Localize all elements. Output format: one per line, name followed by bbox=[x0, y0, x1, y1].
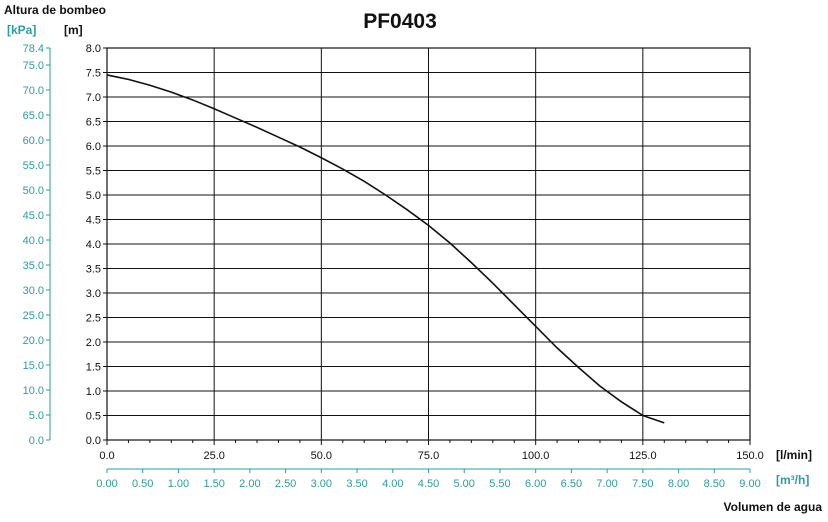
x-tick-label-m3h: 5.50 bbox=[489, 478, 510, 490]
y-tick-label-kpa: 35.0 bbox=[23, 260, 44, 272]
x-tick-label-m3h: 2.50 bbox=[275, 478, 296, 490]
x-axis-unit-lmin: [l/min] bbox=[776, 448, 812, 462]
y-tick-label-kpa: 65.0 bbox=[23, 110, 44, 122]
x-axis-ticks-m3h: 0.00 0.50 1.00 1.50 2.00 2.50 3.00 3.50 4.00 4.50… bbox=[96, 469, 761, 490]
series-line-pump-curve bbox=[106, 74, 665, 424]
x-tick-label-m3h: 3.00 bbox=[311, 478, 332, 490]
x-tick-label-m3h: 0.50 bbox=[132, 478, 153, 490]
y-tick-label-m: 1.0 bbox=[86, 386, 101, 398]
y-axis-unit-kpa: [kPa] bbox=[7, 23, 36, 37]
x-tick-label-m3h: 5.00 bbox=[454, 478, 475, 490]
y-tick-label-kpa: 25.0 bbox=[23, 310, 44, 322]
x-tick-label-m3h: 6.50 bbox=[561, 478, 582, 490]
y-axis-title: Altura de bombeo bbox=[4, 3, 106, 17]
x-tick-label-lmin: 0.0 bbox=[99, 450, 114, 462]
chart-axes bbox=[49, 47, 751, 470]
y-tick-label-kpa: 0.0 bbox=[29, 435, 44, 447]
y-tick-label-kpa: 75.0 bbox=[23, 60, 44, 72]
y-tick-label-kpa: 10.0 bbox=[23, 385, 44, 397]
y-tick-label-m: 1.5 bbox=[86, 362, 101, 374]
x-tick-label-m3h: 6.00 bbox=[525, 478, 546, 490]
y-tick-label-m: 6.0 bbox=[86, 141, 101, 153]
x-axis-unit-m3h: [m³/h] bbox=[776, 473, 809, 487]
x-tick-label-lmin: 125.0 bbox=[629, 450, 657, 462]
y-tick-label-kpa: 78.4 bbox=[23, 43, 44, 55]
x-tick-label-lmin: 50.0 bbox=[311, 450, 332, 462]
x-tick-label-m3h: 3.50 bbox=[346, 478, 367, 490]
y-tick-label-m: 2.5 bbox=[86, 313, 101, 325]
y-tick-label-kpa: 55.0 bbox=[23, 160, 44, 172]
chart-title: PF0403 bbox=[363, 10, 437, 33]
x-tick-label-lmin: 25.0 bbox=[203, 450, 224, 462]
y-tick-label-kpa: 5.0 bbox=[29, 410, 44, 422]
x-tick-label-m3h: 4.00 bbox=[382, 478, 403, 490]
x-tick-label-lmin: 100.0 bbox=[522, 450, 550, 462]
y-tick-label-kpa: 30.0 bbox=[23, 285, 44, 297]
x-tick-label-lmin: 150.0 bbox=[736, 450, 764, 462]
x-tick-label-m3h: 9.00 bbox=[739, 478, 760, 490]
y-tick-label-kpa: 20.0 bbox=[23, 335, 44, 347]
y-tick-label-m: 8.0 bbox=[86, 43, 101, 55]
y-tick-label-kpa: 50.0 bbox=[23, 185, 44, 197]
x-tick-label-m3h: 8.00 bbox=[668, 478, 689, 490]
x-tick-label-m3h: 1.50 bbox=[203, 478, 224, 490]
x-tick-label-m3h: 8.50 bbox=[704, 478, 725, 490]
x-tick-label-m3h: 1.00 bbox=[168, 478, 189, 490]
y-tick-label-m: 3.5 bbox=[86, 264, 101, 276]
x-axis-title: Volumen de agua bbox=[724, 500, 823, 514]
chart-grid bbox=[106, 47, 751, 441]
y-tick-label-m: 7.5 bbox=[86, 68, 101, 80]
x-tick-label-lmin: 75.0 bbox=[418, 450, 439, 462]
y-tick-label-m: 5.0 bbox=[86, 190, 101, 202]
y-tick-label-m: 0.5 bbox=[86, 411, 101, 423]
y-tick-label-m: 5.5 bbox=[86, 166, 101, 178]
x-tick-label-m3h: 4.50 bbox=[418, 478, 439, 490]
x-tick-label-m3h: 2.00 bbox=[239, 478, 260, 490]
y-axis-ticks-m: 0.0 0.5 1.0 1.5 2.0 2.5 3.0 3.5 4.0 4.5 5.0 5.5 6.0 6… bbox=[86, 43, 107, 447]
y-tick-label-m: 7.0 bbox=[86, 92, 101, 104]
y-tick-label-m: 3.0 bbox=[86, 288, 101, 300]
y-tick-label-kpa: 70.0 bbox=[23, 85, 44, 97]
y-tick-label-m: 2.0 bbox=[86, 337, 101, 349]
x-tick-label-m3h: 7.00 bbox=[596, 478, 617, 490]
x-axis-ticks-lmin: 0.0 25.0 50.0 75.0 100.0 125.0 150.0 bbox=[99, 440, 764, 462]
y-tick-label-kpa: 15.0 bbox=[23, 360, 44, 372]
x-tick-label-m3h: 0.00 bbox=[96, 478, 117, 490]
x-tick-label-m3h: 7.50 bbox=[632, 478, 653, 490]
y-tick-label-m: 4.0 bbox=[86, 239, 101, 251]
y-axis-ticks-kpa: 0.0 5.0 10.0 15.0 20.0 25.0 30.0 35.0 40.0 45.0 50… bbox=[23, 43, 50, 447]
y-tick-label-m: 0.0 bbox=[86, 435, 101, 447]
y-tick-label-kpa: 45.0 bbox=[23, 210, 44, 222]
y-tick-label-kpa: 40.0 bbox=[23, 235, 44, 247]
y-tick-label-m: 4.5 bbox=[86, 215, 101, 227]
y-axis-unit-m: [m] bbox=[64, 23, 83, 37]
y-tick-label-m: 6.5 bbox=[86, 117, 101, 129]
y-tick-label-kpa: 60.0 bbox=[23, 135, 44, 147]
